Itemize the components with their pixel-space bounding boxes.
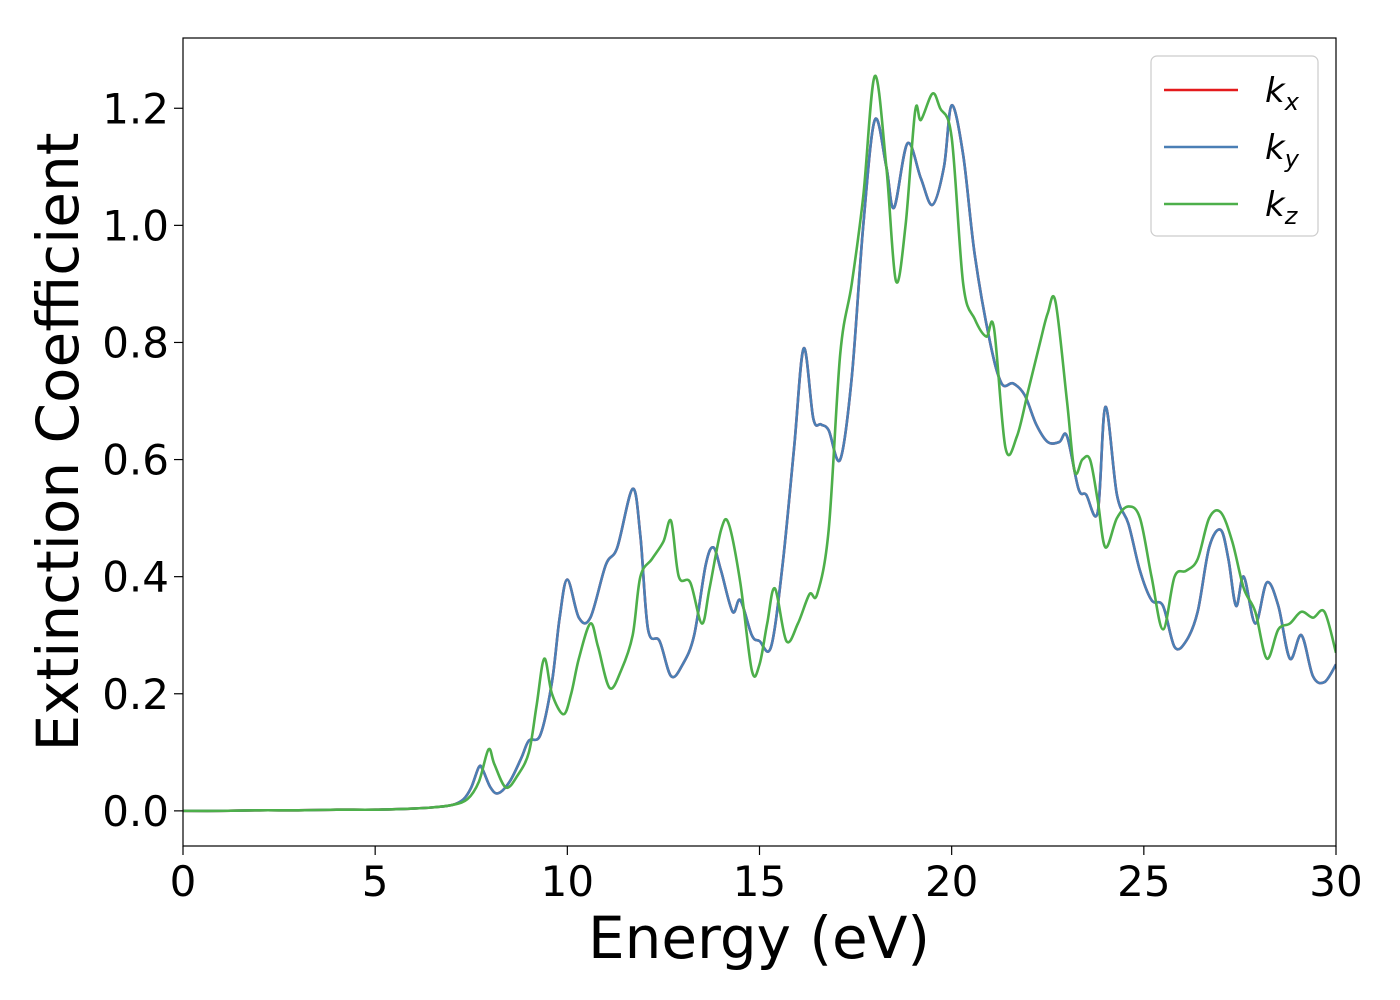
x-axis: 0 5 10 15 20 25 30 xyxy=(170,846,1363,906)
x-tick-label: 15 xyxy=(733,857,786,906)
legend-label-kz: kz xyxy=(1265,185,1299,230)
y-tick-label: 0.2 xyxy=(102,670,169,719)
y-tick-label: 1.2 xyxy=(102,84,169,133)
x-tick-label: 30 xyxy=(1309,857,1362,906)
legend: kx ky kz xyxy=(1150,55,1319,237)
x-tick-label: 25 xyxy=(1117,857,1170,906)
y-axis-label: Extinction Coefficient xyxy=(24,133,92,752)
x-tick-label: 10 xyxy=(541,857,594,906)
y-tick-label: 0.8 xyxy=(102,318,169,367)
legend-label-kx: kx xyxy=(1265,71,1300,116)
x-tick-label: 0 xyxy=(170,857,197,906)
legend-label-ky: ky xyxy=(1265,128,1300,173)
y-tick-label: 0.4 xyxy=(102,553,169,602)
y-tick-label: 0.0 xyxy=(102,787,169,836)
series-line-kz xyxy=(183,74,1336,813)
y-axis: 0.0 0.2 0.4 0.6 0.8 1.0 1.2 xyxy=(102,84,183,836)
x-tick-label: 20 xyxy=(925,857,978,906)
x-tick-label: 5 xyxy=(362,857,389,906)
x-axis-label: Energy (eV) xyxy=(588,904,930,972)
y-tick-label: 0.6 xyxy=(102,436,169,485)
y-tick-label: 1.0 xyxy=(102,201,169,250)
series-layer xyxy=(183,74,1336,813)
